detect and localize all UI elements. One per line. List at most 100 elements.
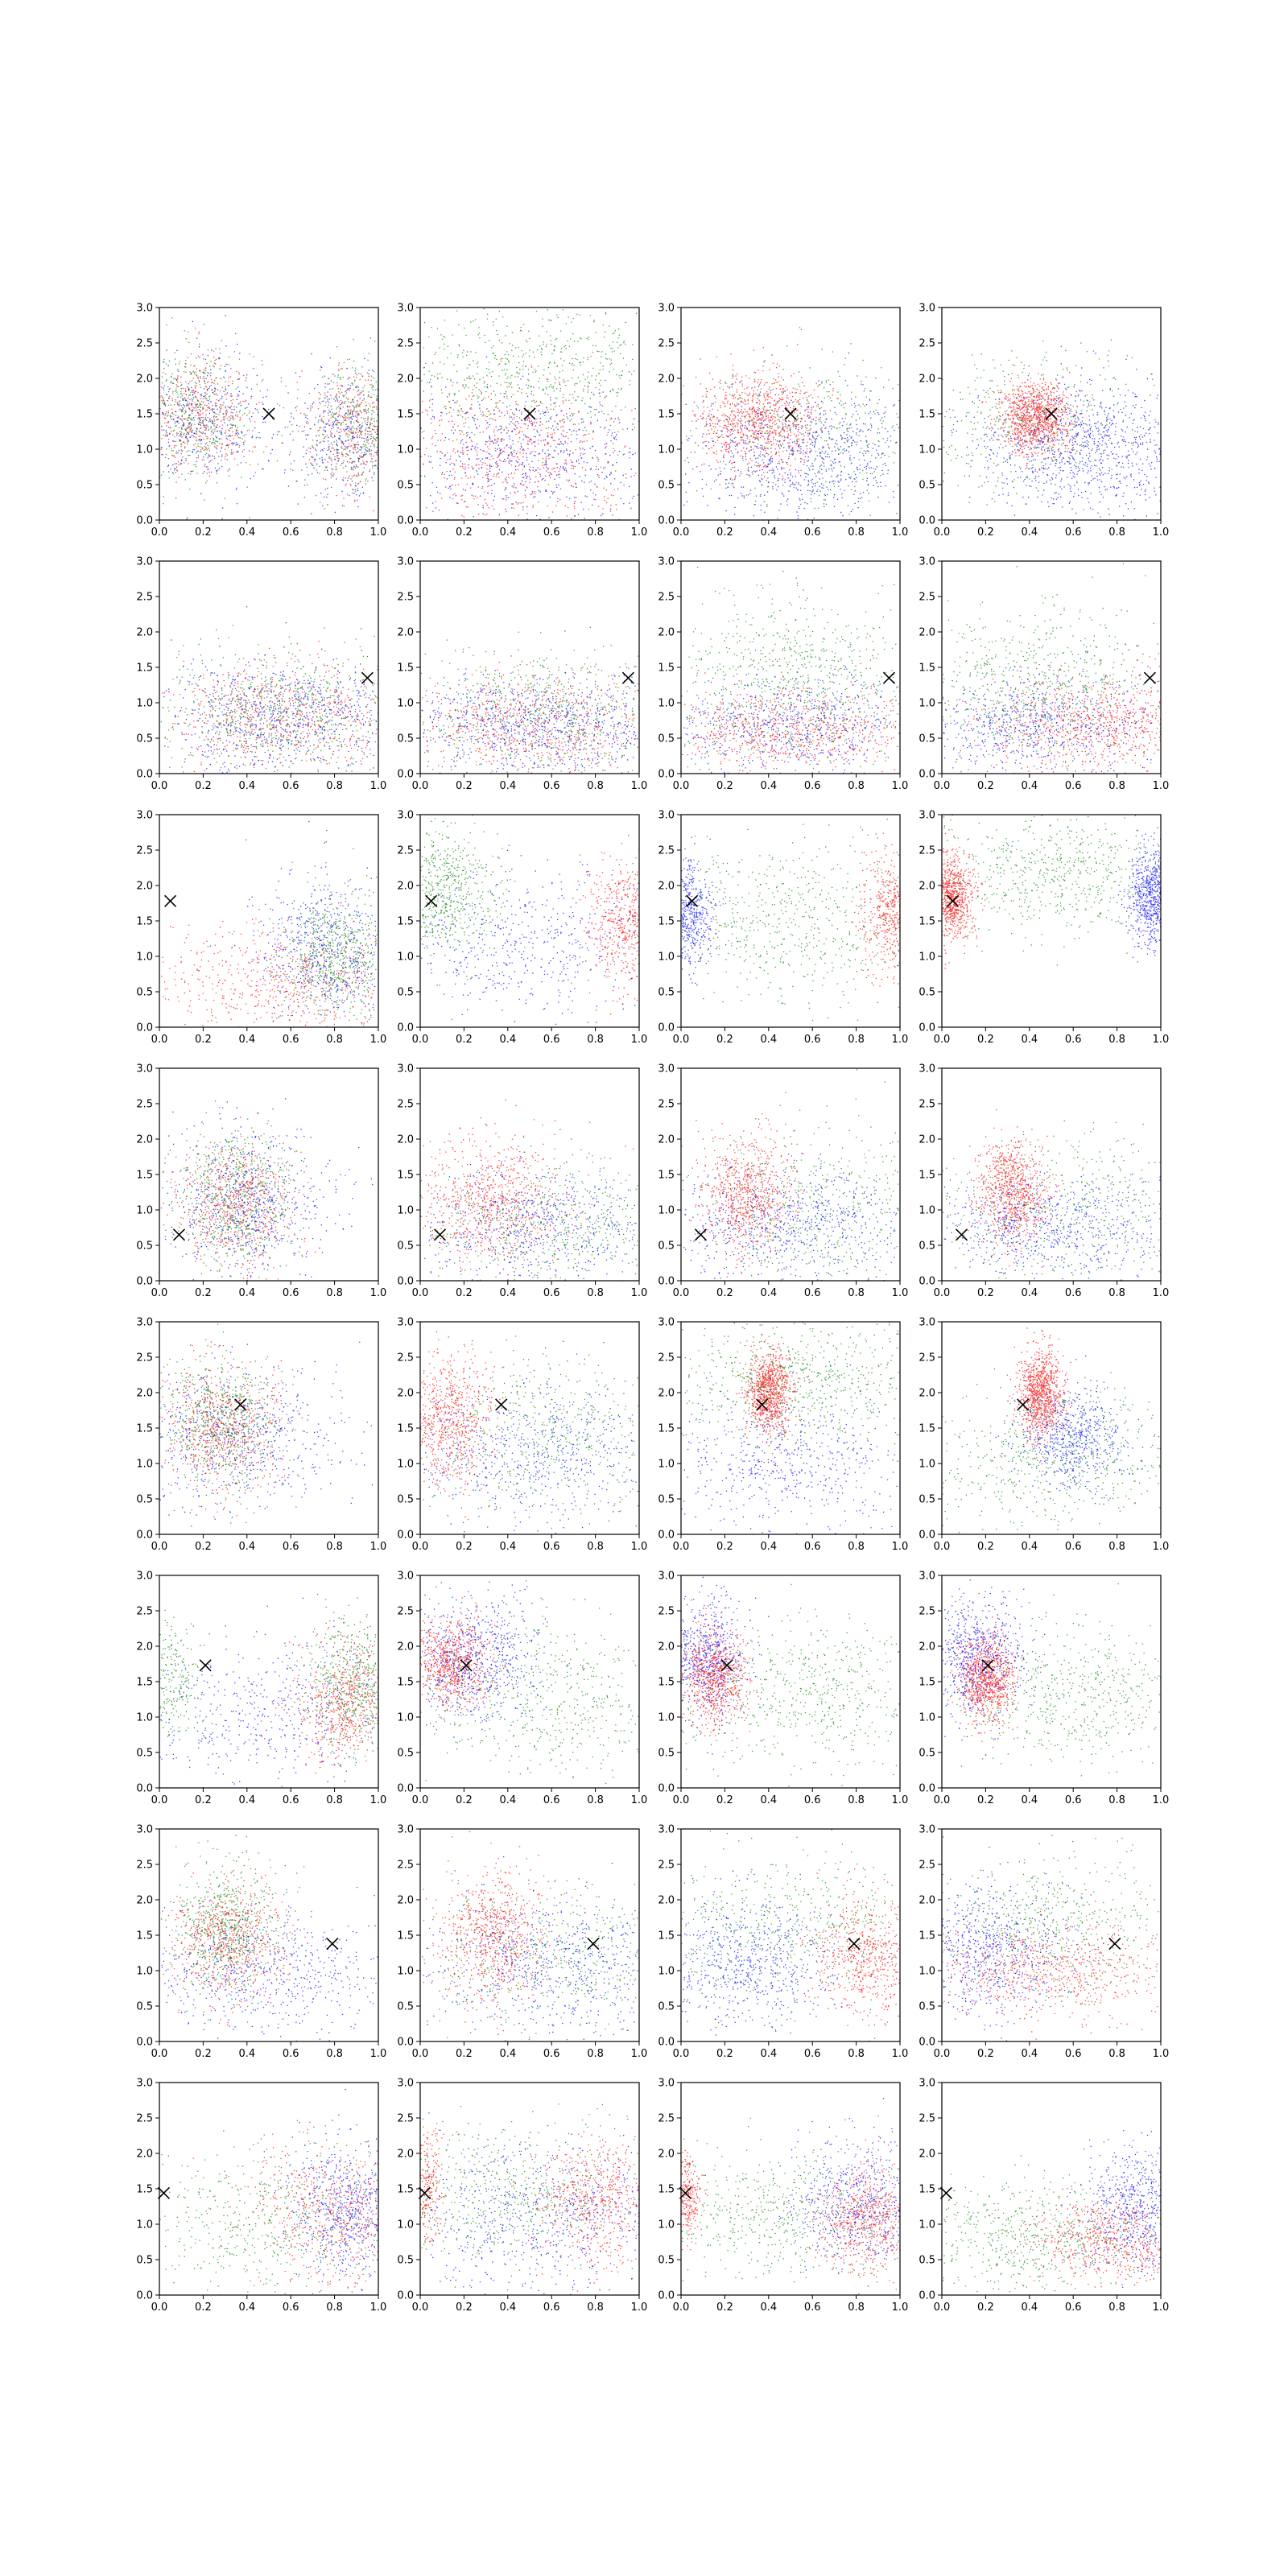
- y-tick-label: 0.0: [658, 769, 675, 781]
- y-tick-label: 1.5: [136, 1170, 153, 1182]
- x-tick-label: 0.2: [977, 2301, 994, 2314]
- x-tick-label: 0.2: [456, 2048, 473, 2060]
- y-tick-label: 0.5: [397, 1748, 414, 1760]
- x-tick-label: 0.6: [283, 1794, 299, 1806]
- series-green-cluster-0: [284, 1593, 378, 1768]
- y-tick-label: 2.5: [136, 1099, 153, 1111]
- x-tick-label: 0.4: [760, 1287, 777, 1299]
- panel-r2-c1: 0.0 0.2 0.4 0.6 0.8 1.0 0.0 0.5 1.0 1.5 2.0 2.5 3.0: [397, 810, 647, 1046]
- x-tick-label: 0.0: [934, 2048, 951, 2060]
- series-blue-cluster-2: [163, 606, 378, 774]
- y-tick-label: 2.5: [919, 338, 935, 350]
- y-tick-label: 0.5: [919, 480, 935, 492]
- y-tick-label: 1.5: [919, 916, 935, 928]
- x-tick-label: 0.4: [238, 2301, 255, 2314]
- y-tick-label: 2.0: [136, 374, 153, 386]
- y-tick-label: 2.5: [658, 1352, 675, 1364]
- series-green-cluster-3: [681, 2117, 900, 2295]
- y-tick-label: 1.5: [919, 663, 935, 675]
- y-tick-label: 3.0: [919, 556, 935, 568]
- x-tick-label: 0.8: [848, 1794, 865, 1806]
- x-tick-label: 0.8: [326, 2048, 343, 2060]
- y-tick-label: 0.5: [919, 2001, 935, 2013]
- x-tick-label: 1.0: [631, 2048, 648, 2060]
- panel-r3-c3: 0.0 0.2 0.4 0.6 0.8 1.0 0.0 0.5 1.0 1.5 2.0 2.5 3.0: [919, 1063, 1169, 1300]
- x-tick-label: 0.2: [195, 2301, 212, 2314]
- y-tick-label: 1.0: [919, 1459, 935, 1471]
- x-tick-label: 0.2: [456, 526, 473, 539]
- reference-marker: [495, 1398, 508, 1411]
- y-tick-label: 1.0: [919, 698, 935, 710]
- series-blue-cluster-2: [421, 835, 639, 1025]
- y-tick-label: 2.5: [658, 1606, 675, 1618]
- x-tick-label: 0.8: [848, 780, 865, 792]
- reference-marker: [199, 1659, 212, 1672]
- y-tick-label: 2.5: [136, 592, 153, 604]
- x-tick-label: 0.8: [848, 1541, 865, 1553]
- scatter-points: [942, 563, 1161, 774]
- x-tick-label: 0.0: [673, 2048, 690, 2060]
- panel-r3-c2: 0.0 0.2 0.4 0.6 0.8 1.0 0.0 0.5 1.0 1.5 2.0 2.5 3.0: [658, 1063, 908, 1300]
- x-tick-label: 0.2: [456, 1541, 473, 1553]
- panel-r1-c3: 0.0 0.2 0.4 0.6 0.8 1.0 0.0 0.5 1.0 1.5 2.0 2.5 3.0: [919, 556, 1169, 793]
- y-tick-label: 0.0: [397, 769, 414, 781]
- y-tick-label: 2.0: [136, 2149, 153, 2161]
- x-tick-label: 0.6: [804, 780, 821, 792]
- y-tick-label: 1.0: [658, 952, 675, 964]
- scatter-points: [681, 2098, 900, 2295]
- reference-marker: [433, 1228, 447, 1241]
- y-tick-label: 1.0: [136, 1712, 153, 1724]
- y-tick-label: 1.0: [397, 444, 414, 456]
- reference-marker: [1045, 407, 1058, 420]
- y-tick-label: 1.5: [658, 1677, 675, 1689]
- panel-r1-c0: 0.0 0.2 0.4 0.6 0.8 1.0 0.0 0.5 1.0 1.5 2.0 2.5 3.0: [136, 556, 386, 793]
- y-tick-label: 0.0: [136, 1276, 153, 1288]
- series-green-cluster-1: [682, 1322, 900, 1488]
- y-tick-label: 3.0: [658, 303, 675, 315]
- reference-marker: [326, 1937, 339, 1951]
- x-tick-label: 0.8: [587, 2048, 604, 2060]
- y-tick-label: 1.0: [397, 952, 414, 964]
- reference-marker: [460, 1659, 473, 1672]
- series-blue-cluster-0: [942, 1847, 1100, 2039]
- reference-marker: [720, 1659, 733, 1672]
- y-tick-label: 1.0: [397, 1712, 414, 1724]
- y-tick-label: 1.0: [919, 1205, 935, 1217]
- y-tick-label: 0.0: [919, 2037, 935, 2049]
- x-tick-label: 0.4: [760, 2301, 777, 2314]
- x-tick-label: 1.0: [370, 1034, 387, 1046]
- panel-r5-c1: 0.0 0.2 0.4 0.6 0.8 1.0 0.0 0.5 1.0 1.5 2.0 2.5 3.0: [397, 1571, 647, 1807]
- y-tick-label: 0.0: [919, 769, 935, 781]
- series-blue-cluster-0: [681, 836, 733, 986]
- x-tick-label: 0.6: [543, 1287, 560, 1299]
- x-tick-label: 1.0: [1153, 1034, 1170, 1046]
- x-tick-label: 0.8: [848, 1034, 865, 1046]
- y-tick-label: 1.0: [658, 2219, 675, 2231]
- x-tick-label: 0.8: [587, 780, 604, 792]
- scatter-points: [420, 1580, 639, 1785]
- x-tick-label: 0.0: [934, 526, 951, 539]
- y-tick-label: 2.5: [919, 592, 935, 604]
- y-tick-label: 2.0: [397, 1641, 414, 1653]
- series-red-cluster-0: [968, 1109, 1063, 1274]
- y-tick-label: 1.5: [919, 2184, 935, 2196]
- y-tick-label: 2.0: [136, 627, 153, 639]
- y-tick-label: 2.0: [919, 627, 935, 639]
- y-tick-label: 1.0: [658, 444, 675, 456]
- x-tick-label: 0.4: [499, 1287, 516, 1299]
- x-tick-label: 0.2: [195, 2048, 212, 2060]
- y-tick-label: 3.0: [397, 1063, 414, 1075]
- y-tick-label: 1.0: [397, 1205, 414, 1217]
- x-tick-label: 0.2: [195, 1794, 212, 1806]
- scatter-points: [943, 2130, 1161, 2293]
- scatter-points: [420, 815, 639, 1025]
- y-tick-label: 0.5: [136, 2255, 153, 2267]
- x-tick-label: 0.6: [804, 1541, 821, 1553]
- x-tick-label: 0.2: [977, 2048, 994, 2060]
- y-tick-label: 1.0: [136, 444, 153, 456]
- x-tick-label: 0.6: [1065, 1287, 1082, 1299]
- y-tick-label: 1.5: [397, 1677, 414, 1689]
- x-tick-label: 0.8: [326, 1287, 343, 1299]
- reference-marker: [981, 1659, 994, 1672]
- y-tick-label: 1.5: [919, 1930, 935, 1942]
